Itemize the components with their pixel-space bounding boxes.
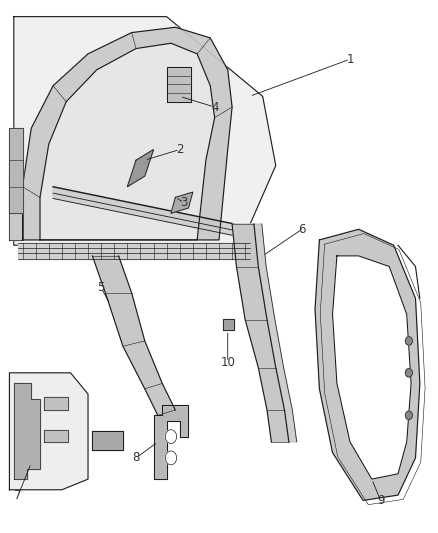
Text: 9: 9 [377, 494, 384, 507]
Polygon shape [44, 397, 68, 410]
Polygon shape [18, 243, 250, 259]
Text: 7: 7 [14, 489, 22, 502]
Polygon shape [10, 171, 22, 240]
Circle shape [406, 337, 413, 345]
Polygon shape [315, 229, 420, 500]
Circle shape [165, 451, 177, 465]
Circle shape [165, 430, 177, 443]
Text: 1: 1 [346, 53, 354, 66]
Polygon shape [166, 67, 191, 102]
Text: 2: 2 [176, 143, 184, 156]
Text: 8: 8 [132, 451, 140, 464]
Polygon shape [332, 256, 411, 479]
Polygon shape [153, 405, 188, 479]
Polygon shape [92, 431, 123, 450]
Polygon shape [254, 224, 297, 442]
Polygon shape [232, 224, 289, 442]
Text: 10: 10 [220, 356, 235, 369]
Text: 5: 5 [97, 281, 105, 294]
Polygon shape [10, 373, 88, 490]
Polygon shape [44, 430, 68, 442]
Text: 6: 6 [298, 223, 306, 236]
Polygon shape [14, 383, 40, 479]
Polygon shape [223, 319, 234, 330]
Polygon shape [92, 256, 175, 415]
Polygon shape [53, 187, 234, 236]
Text: 3: 3 [180, 196, 188, 209]
Polygon shape [22, 27, 232, 240]
Polygon shape [40, 43, 215, 240]
Circle shape [406, 368, 413, 377]
Text: 4: 4 [211, 101, 219, 114]
Polygon shape [171, 192, 193, 213]
Circle shape [406, 411, 413, 419]
Polygon shape [127, 150, 153, 187]
Polygon shape [14, 17, 276, 245]
Polygon shape [10, 128, 22, 213]
